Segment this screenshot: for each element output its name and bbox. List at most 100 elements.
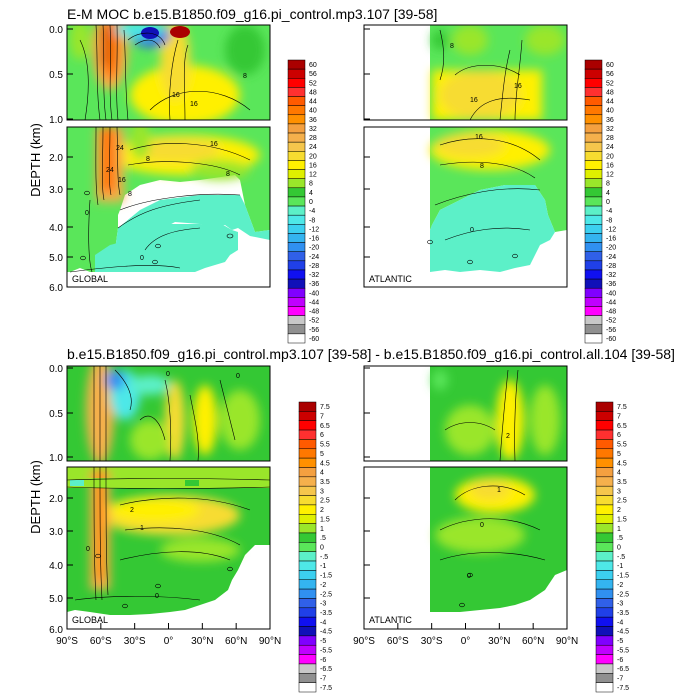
colorbar-swatch	[584, 87, 603, 97]
y-tick-label: 0.5	[49, 70, 63, 81]
colorbar-label: 4.5	[617, 460, 627, 467]
colorbar-label: 20	[606, 153, 614, 160]
colorbar-label: 5.5	[320, 442, 330, 449]
colorbar-swatch	[287, 114, 306, 125]
panel-top-atlantic: 16 16 8 16 8 0 ATLANTIC	[363, 24, 568, 288]
colorbar-label: -1.5	[320, 573, 332, 580]
colorbar-label: 32	[606, 126, 614, 133]
colorbar-label: 7.5	[617, 404, 627, 411]
colorbar-swatch	[595, 635, 614, 646]
colorbar-swatch	[287, 123, 306, 134]
colorbar-label: -7.5	[320, 685, 332, 692]
colorbar-label: 36	[309, 117, 317, 124]
colorbar-swatch	[298, 514, 317, 524]
bottom-ylabel: DEPTH (km)	[28, 460, 43, 534]
colorbar-label: 2.5	[617, 498, 627, 505]
y-tick-label: 4.0	[49, 561, 63, 572]
colorbar-swatch	[595, 467, 614, 478]
colorbar-swatch	[298, 654, 317, 665]
colorbar-swatch	[298, 476, 317, 487]
colorbar-label: 1.5	[617, 516, 627, 523]
colorbar-swatch	[287, 132, 306, 143]
colorbar-swatch	[584, 287, 603, 298]
contour-label: 1	[497, 487, 501, 494]
colorbar-swatch	[298, 635, 317, 646]
colorbar-label: -2.5	[617, 591, 629, 598]
colorbar-label: 6	[320, 432, 324, 439]
contour-label: 8	[146, 156, 150, 163]
colorbar-label: 28	[309, 135, 317, 142]
colorbar-swatch	[595, 579, 614, 590]
colorbar-label: 7	[617, 414, 621, 421]
colorbar-label: -4	[320, 619, 326, 626]
colorbar-swatch	[584, 178, 603, 189]
colorbar-swatch	[595, 682, 614, 693]
x-tick-label: 60°S	[90, 636, 112, 647]
y-tick-label: 4.0	[49, 223, 63, 234]
colorbar-swatch	[287, 297, 306, 307]
contour-label: 0	[480, 522, 484, 529]
y-tick-label: 6.0	[49, 283, 63, 294]
colorbar-label: 6.5	[320, 423, 330, 430]
contour-label: 2	[506, 433, 510, 440]
colorbar-swatch	[287, 242, 306, 252]
colorbar-label: 2	[320, 507, 324, 514]
contour-labels-bottom-atlantic: 2 1 0 0	[467, 433, 510, 580]
colorbar-swatch	[584, 333, 603, 344]
colorbar-swatch	[287, 160, 306, 170]
colorbar-swatch	[595, 616, 614, 627]
colorbar-swatch	[298, 457, 317, 468]
colorbar-swatch	[287, 315, 306, 325]
colorbar-swatch	[287, 214, 306, 225]
colorbar-swatch	[584, 224, 603, 234]
colorbar-swatch	[584, 260, 603, 271]
y-tick-label: 3.0	[49, 527, 63, 538]
colorbar-label: 5	[320, 451, 324, 458]
contour-label: 16	[172, 92, 180, 99]
colorbar-label: 52	[309, 80, 317, 87]
colorbar-label: -7	[617, 675, 623, 682]
colorbar-swatch	[287, 233, 306, 243]
colorbar-label: -60	[309, 336, 319, 343]
contour-label: 8	[226, 171, 230, 178]
colorbar-swatch	[298, 673, 317, 683]
colorbar-swatch	[287, 287, 306, 298]
colorbar-label: -40	[309, 290, 319, 297]
colorbar-label: 60	[309, 62, 317, 69]
colorbar-label: -56	[606, 327, 616, 334]
colorbar-label: -24	[309, 254, 319, 261]
colorbar-label: -5	[617, 638, 623, 645]
colorbar-label: 40	[606, 108, 614, 115]
colorbar-label: 3.5	[617, 479, 627, 486]
contour-label: 0	[85, 210, 89, 217]
colorbar-label: 8	[309, 181, 313, 188]
colorbar-swatch	[287, 260, 306, 271]
colorbar-label: -5	[320, 638, 326, 645]
colorbar-label: -1	[617, 563, 623, 570]
colorbar-label: 4	[606, 190, 610, 197]
colorbar-swatch	[595, 542, 614, 552]
colorbar-label: .5	[617, 535, 623, 542]
colorbar-swatch	[595, 654, 614, 665]
colorbar-label: 60	[606, 62, 614, 69]
colorbar-swatch	[584, 297, 603, 307]
colorbar-label: 4.5	[320, 460, 330, 467]
y-tick-label: 0.0	[49, 364, 63, 375]
colorbar-swatch	[287, 87, 306, 97]
colorbar-label: -20	[606, 245, 616, 252]
colorbar-swatch	[595, 626, 614, 637]
y-tick-label: 5.0	[49, 253, 63, 264]
colorbar-swatch	[298, 560, 317, 571]
colorbar-swatch	[584, 251, 603, 262]
colorbar-swatch	[584, 306, 603, 316]
colorbar-swatch	[595, 607, 614, 618]
colorbar-label: -8	[606, 217, 612, 224]
colorbar-swatch	[595, 588, 614, 599]
colorbar-swatch	[298, 626, 317, 637]
colorbar-label: 32	[309, 126, 317, 133]
colorbar-label: -3	[320, 601, 326, 608]
colorbar-swatch	[584, 324, 603, 335]
contour-label: 0	[86, 546, 90, 553]
colorbar-swatch	[298, 523, 317, 534]
